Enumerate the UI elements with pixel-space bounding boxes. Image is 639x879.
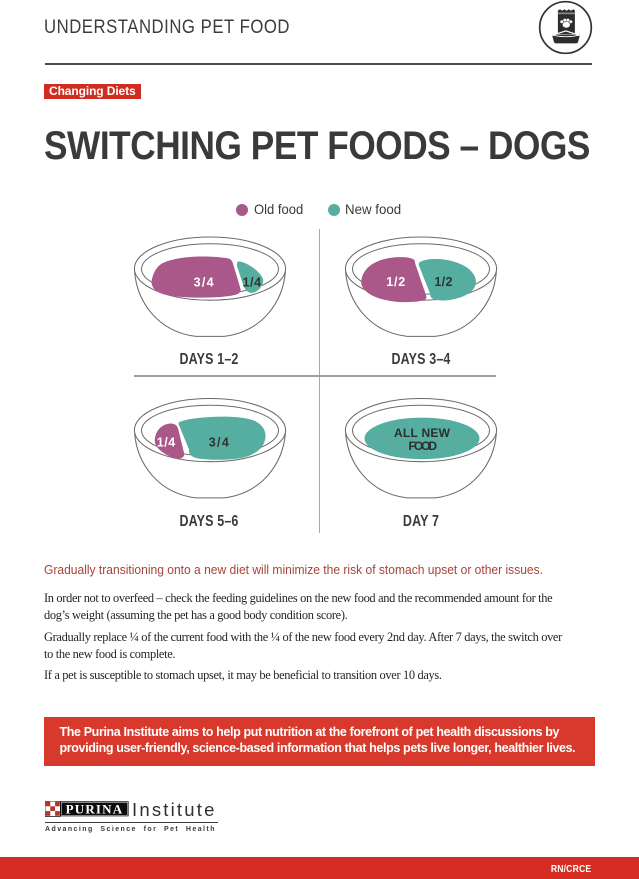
svg-text:1/4: 1/4 [157,435,176,449]
svg-text:FOOD: FOOD [409,439,438,453]
svg-text:1/2: 1/2 [386,275,405,289]
svg-text:ALL NEW: ALL NEW [394,426,451,440]
svg-text:3/4: 3/4 [194,275,214,289]
svg-text:1/2: 1/2 [434,275,452,289]
svg-text:1/4: 1/4 [243,275,262,289]
svg-text:3/4: 3/4 [209,435,229,449]
svg-text:PURINA: PURINA [66,801,124,816]
